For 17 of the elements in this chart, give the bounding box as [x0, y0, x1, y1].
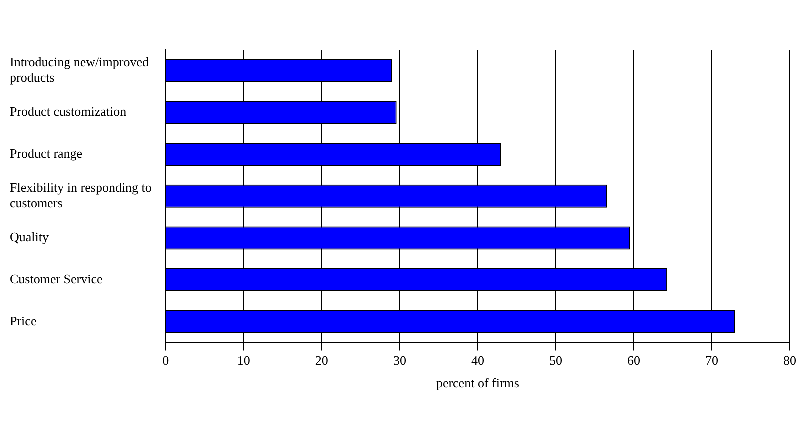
x-tick-label: 10: [237, 353, 250, 368]
x-axis-title: percent of firms: [436, 376, 520, 391]
y-tick-label: Product customization: [10, 104, 128, 120]
x-tick-label: 0: [162, 353, 170, 368]
x-tick-label: 30: [393, 353, 406, 368]
x-tick-label: 40: [471, 353, 484, 368]
y-tick-label: Product range: [10, 146, 83, 161]
x-tick-label: 70: [705, 353, 718, 368]
y-tick-label: Quality: [10, 230, 50, 245]
y-tick-label: Introducing new/improved products: [10, 54, 150, 86]
x-tick-label: 20: [315, 353, 328, 368]
x-tick-label: 60: [627, 353, 640, 368]
x-tick-label: 80: [784, 353, 796, 368]
y-tick-label: Flexibility in responding to customers: [10, 180, 152, 211]
y-tick-label: Customer Service: [10, 271, 104, 286]
x-tick-label: 50: [549, 353, 562, 368]
y-tick-label: Price: [10, 313, 37, 328]
